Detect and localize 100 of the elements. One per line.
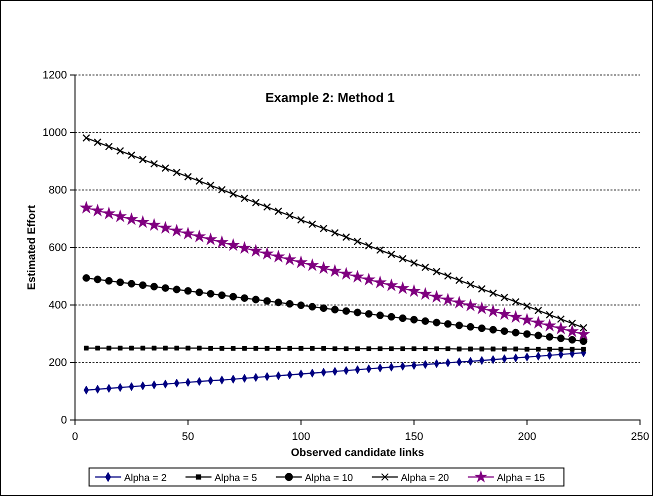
point (195, 288, 204, 296)
y-tick-label: 400 (48, 300, 67, 312)
point (195, 177, 204, 185)
point (398, 254, 407, 263)
point (566, 326, 578, 336)
point (306, 260, 318, 270)
point (363, 274, 374, 284)
point (94, 138, 102, 146)
point (502, 346, 507, 352)
point (116, 278, 124, 286)
point (521, 314, 533, 325)
point (374, 276, 386, 288)
point (388, 312, 396, 321)
point (397, 282, 408, 294)
point (128, 280, 136, 288)
y-axis-title: Estimated Effort (26, 204, 38, 290)
y-tick-label: 200 (48, 357, 67, 370)
point (513, 346, 518, 352)
point (297, 216, 305, 224)
point (431, 291, 442, 302)
point (498, 308, 510, 319)
point (229, 190, 238, 198)
point (546, 333, 554, 341)
point (534, 306, 542, 314)
point (534, 332, 542, 340)
point (321, 346, 326, 351)
point (105, 142, 113, 150)
point (242, 346, 247, 351)
point (174, 346, 180, 350)
legend-label: Alpha = 20 (400, 473, 450, 484)
point (274, 298, 282, 306)
point (388, 250, 396, 258)
point (555, 322, 566, 334)
point (580, 337, 588, 346)
point (129, 346, 134, 350)
point (182, 228, 194, 238)
point (408, 285, 420, 296)
point (208, 346, 213, 351)
point (456, 346, 462, 352)
point (366, 346, 372, 352)
point (263, 297, 271, 305)
point (468, 346, 473, 352)
point (320, 224, 328, 232)
point (138, 156, 147, 164)
point (389, 346, 394, 352)
point (206, 182, 214, 190)
point (422, 346, 428, 352)
point (455, 276, 464, 284)
point (220, 346, 224, 351)
point (162, 284, 170, 292)
point (186, 346, 190, 350)
point (238, 242, 250, 253)
point (544, 320, 556, 330)
point (162, 164, 170, 172)
point (308, 302, 316, 311)
point (276, 346, 281, 351)
point (410, 259, 418, 267)
point (308, 220, 316, 228)
point (342, 307, 350, 315)
point (355, 346, 360, 352)
point (421, 317, 430, 325)
point (82, 274, 90, 282)
legend-label: Alpha = 2 (124, 473, 168, 484)
point (342, 233, 350, 242)
point (476, 302, 488, 314)
point (466, 323, 474, 331)
point (442, 294, 454, 305)
point (286, 212, 294, 220)
point (95, 346, 100, 350)
point (478, 324, 486, 332)
point (126, 214, 138, 224)
point (116, 147, 124, 155)
point (84, 346, 89, 350)
point (114, 210, 126, 222)
point (558, 346, 564, 352)
point (103, 208, 114, 218)
point (489, 326, 497, 334)
point (163, 346, 168, 350)
point (80, 202, 92, 213)
point (218, 186, 226, 194)
y-tick-label: 1000 (42, 127, 67, 140)
y-tick-label: 800 (48, 184, 67, 197)
point (272, 250, 284, 262)
y-tick-label: 600 (48, 242, 67, 254)
point (500, 327, 508, 335)
point (253, 346, 258, 351)
point (523, 330, 531, 338)
point (464, 300, 476, 310)
x-tick-label: 100 (292, 431, 310, 444)
point (386, 280, 397, 290)
point (196, 346, 202, 350)
point (106, 346, 112, 350)
point (160, 222, 171, 233)
point (184, 172, 192, 181)
point (352, 271, 364, 282)
point (105, 277, 113, 285)
point (446, 346, 450, 352)
point (510, 311, 522, 322)
x-tick-label: 150 (404, 431, 424, 444)
x-tick-label: 250 (630, 431, 650, 444)
